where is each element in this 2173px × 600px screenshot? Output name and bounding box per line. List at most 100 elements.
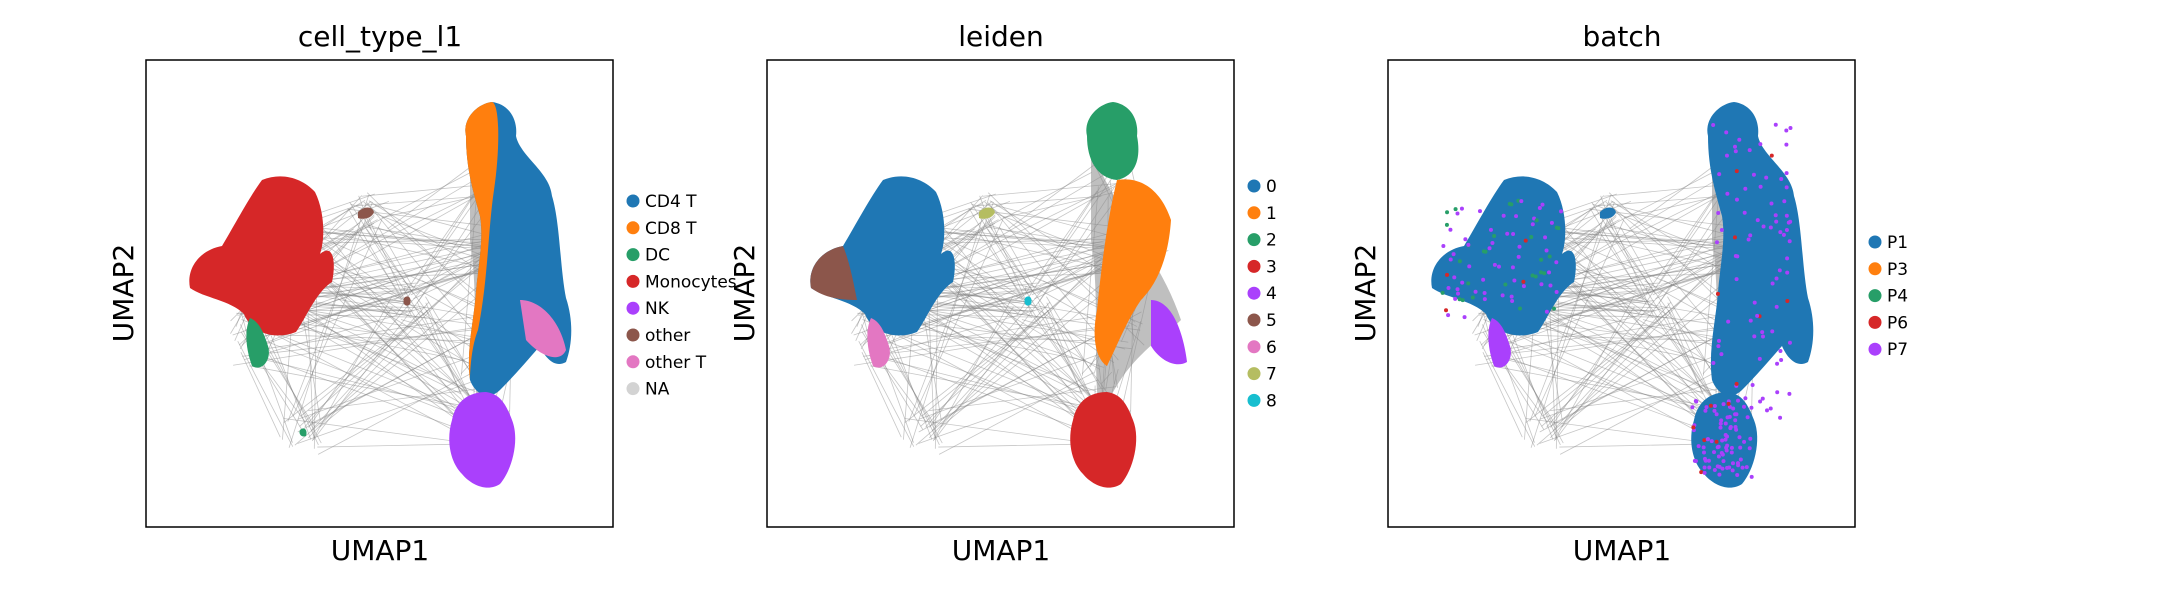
- cell-point: [1735, 254, 1740, 259]
- cell-point: [1702, 465, 1707, 470]
- graph-edge: [378, 226, 414, 288]
- graph-edge: [252, 352, 484, 439]
- cell-point: [1724, 445, 1729, 450]
- graph-edge: [932, 296, 1014, 442]
- graph-edge: [989, 200, 1114, 279]
- cell-point: [1462, 315, 1467, 320]
- legend-label: 2: [1266, 231, 1277, 251]
- graph-edge: [313, 230, 491, 248]
- cell-point: [1727, 404, 1732, 409]
- cell-point: [1745, 415, 1750, 420]
- cell-point: [1460, 280, 1465, 285]
- graph-edge: [261, 310, 514, 350]
- legend-label: other T: [645, 353, 707, 373]
- cell-point: [1455, 287, 1460, 292]
- cell-point: [1778, 349, 1783, 354]
- cell-point: [1749, 474, 1754, 479]
- cell-point: [1452, 275, 1457, 280]
- cell-point: [1746, 237, 1751, 242]
- cell-point: [1734, 381, 1739, 386]
- cell-point: [1488, 227, 1493, 232]
- cell-point: [1539, 257, 1544, 262]
- graph-edge: [425, 309, 462, 395]
- graph-edge: [1008, 161, 1099, 230]
- cell-point: [1559, 209, 1564, 214]
- cluster-3: [1070, 392, 1137, 488]
- cell-point: [1718, 421, 1723, 426]
- legend-marker: [1247, 286, 1261, 300]
- cell-point: [1455, 211, 1460, 216]
- cell-point: [1737, 435, 1742, 440]
- graph-edge: [400, 284, 420, 290]
- cell-point: [1466, 242, 1471, 247]
- graph-edge: [868, 289, 1016, 351]
- graph-edge: [306, 225, 500, 250]
- graph-edge: [237, 341, 294, 447]
- graph-edge: [931, 301, 1051, 431]
- cell-point: [1769, 201, 1774, 206]
- graph-edge: [308, 386, 496, 411]
- cell-point: [1544, 248, 1549, 253]
- legend-label: P7: [1887, 340, 1908, 360]
- cell-point: [1743, 396, 1748, 401]
- cell-point: [1703, 408, 1708, 413]
- cell-point: [1723, 437, 1728, 442]
- cell-point: [1769, 153, 1774, 158]
- legend-marker: [1247, 367, 1261, 381]
- panel-title: batch: [1582, 20, 1661, 53]
- legend-marker: [626, 221, 640, 235]
- cell-point: [1774, 219, 1779, 224]
- legend-marker: [1247, 340, 1261, 354]
- graph-edge: [404, 285, 406, 291]
- graph-edge: [938, 443, 1096, 448]
- cell-point: [1717, 472, 1722, 477]
- graph-edge: [1482, 352, 1523, 438]
- panel-batch: batch UMAP1 UMAP2 P1 P3 P4 P6 P7: [1349, 20, 1908, 567]
- cell-point: [1701, 450, 1706, 455]
- cell-point: [1760, 330, 1765, 335]
- graph-edge: [292, 219, 383, 417]
- cluster-1: [1094, 179, 1171, 366]
- cell-point: [1460, 298, 1465, 303]
- legend-marker: [626, 328, 640, 342]
- graph-edge: [854, 323, 1117, 366]
- graph-edge: [244, 306, 426, 360]
- cell-point: [1716, 338, 1721, 343]
- cell-point: [1718, 425, 1723, 430]
- cell-point: [1441, 244, 1446, 249]
- cluster-p1-right: [1707, 102, 1814, 396]
- cell-point: [1444, 308, 1449, 313]
- cell-point: [1729, 450, 1734, 455]
- graph-edge: [357, 231, 486, 421]
- cell-point: [1514, 214, 1519, 219]
- cell-point: [1735, 472, 1740, 477]
- plot-frame: [1387, 59, 1856, 528]
- legend: 0 1 2 3 4 5 6 7 8: [1247, 177, 1277, 411]
- cell-point: [1530, 222, 1535, 227]
- cell-point: [1724, 153, 1729, 158]
- clusters-layer: [189, 102, 572, 488]
- legend-label: 6: [1266, 338, 1277, 358]
- cell-point: [1712, 408, 1717, 413]
- graph-edge: [936, 200, 987, 230]
- graph-edge: [1607, 226, 1726, 247]
- cell-point: [1544, 309, 1549, 314]
- y-axis-label: UMAP2: [728, 244, 761, 343]
- graph-edge: [1529, 201, 1615, 422]
- legend-marker: [626, 194, 640, 208]
- legend-marker: [1868, 235, 1882, 249]
- graph-edge: [310, 301, 430, 431]
- cell-point: [1742, 210, 1747, 215]
- graph-edge: [1511, 334, 1729, 342]
- cell-point: [1705, 437, 1710, 442]
- cell-point: [1692, 458, 1697, 463]
- graph-edge: [909, 195, 991, 448]
- cell-point: [1501, 213, 1506, 218]
- cell-point: [1521, 284, 1526, 289]
- legend-marker: [1247, 313, 1261, 327]
- cell-point: [1521, 279, 1526, 284]
- graph-edge: [240, 352, 281, 438]
- cell-point: [1726, 319, 1731, 324]
- graph-edge: [1541, 246, 1741, 427]
- cell-point: [1734, 197, 1739, 202]
